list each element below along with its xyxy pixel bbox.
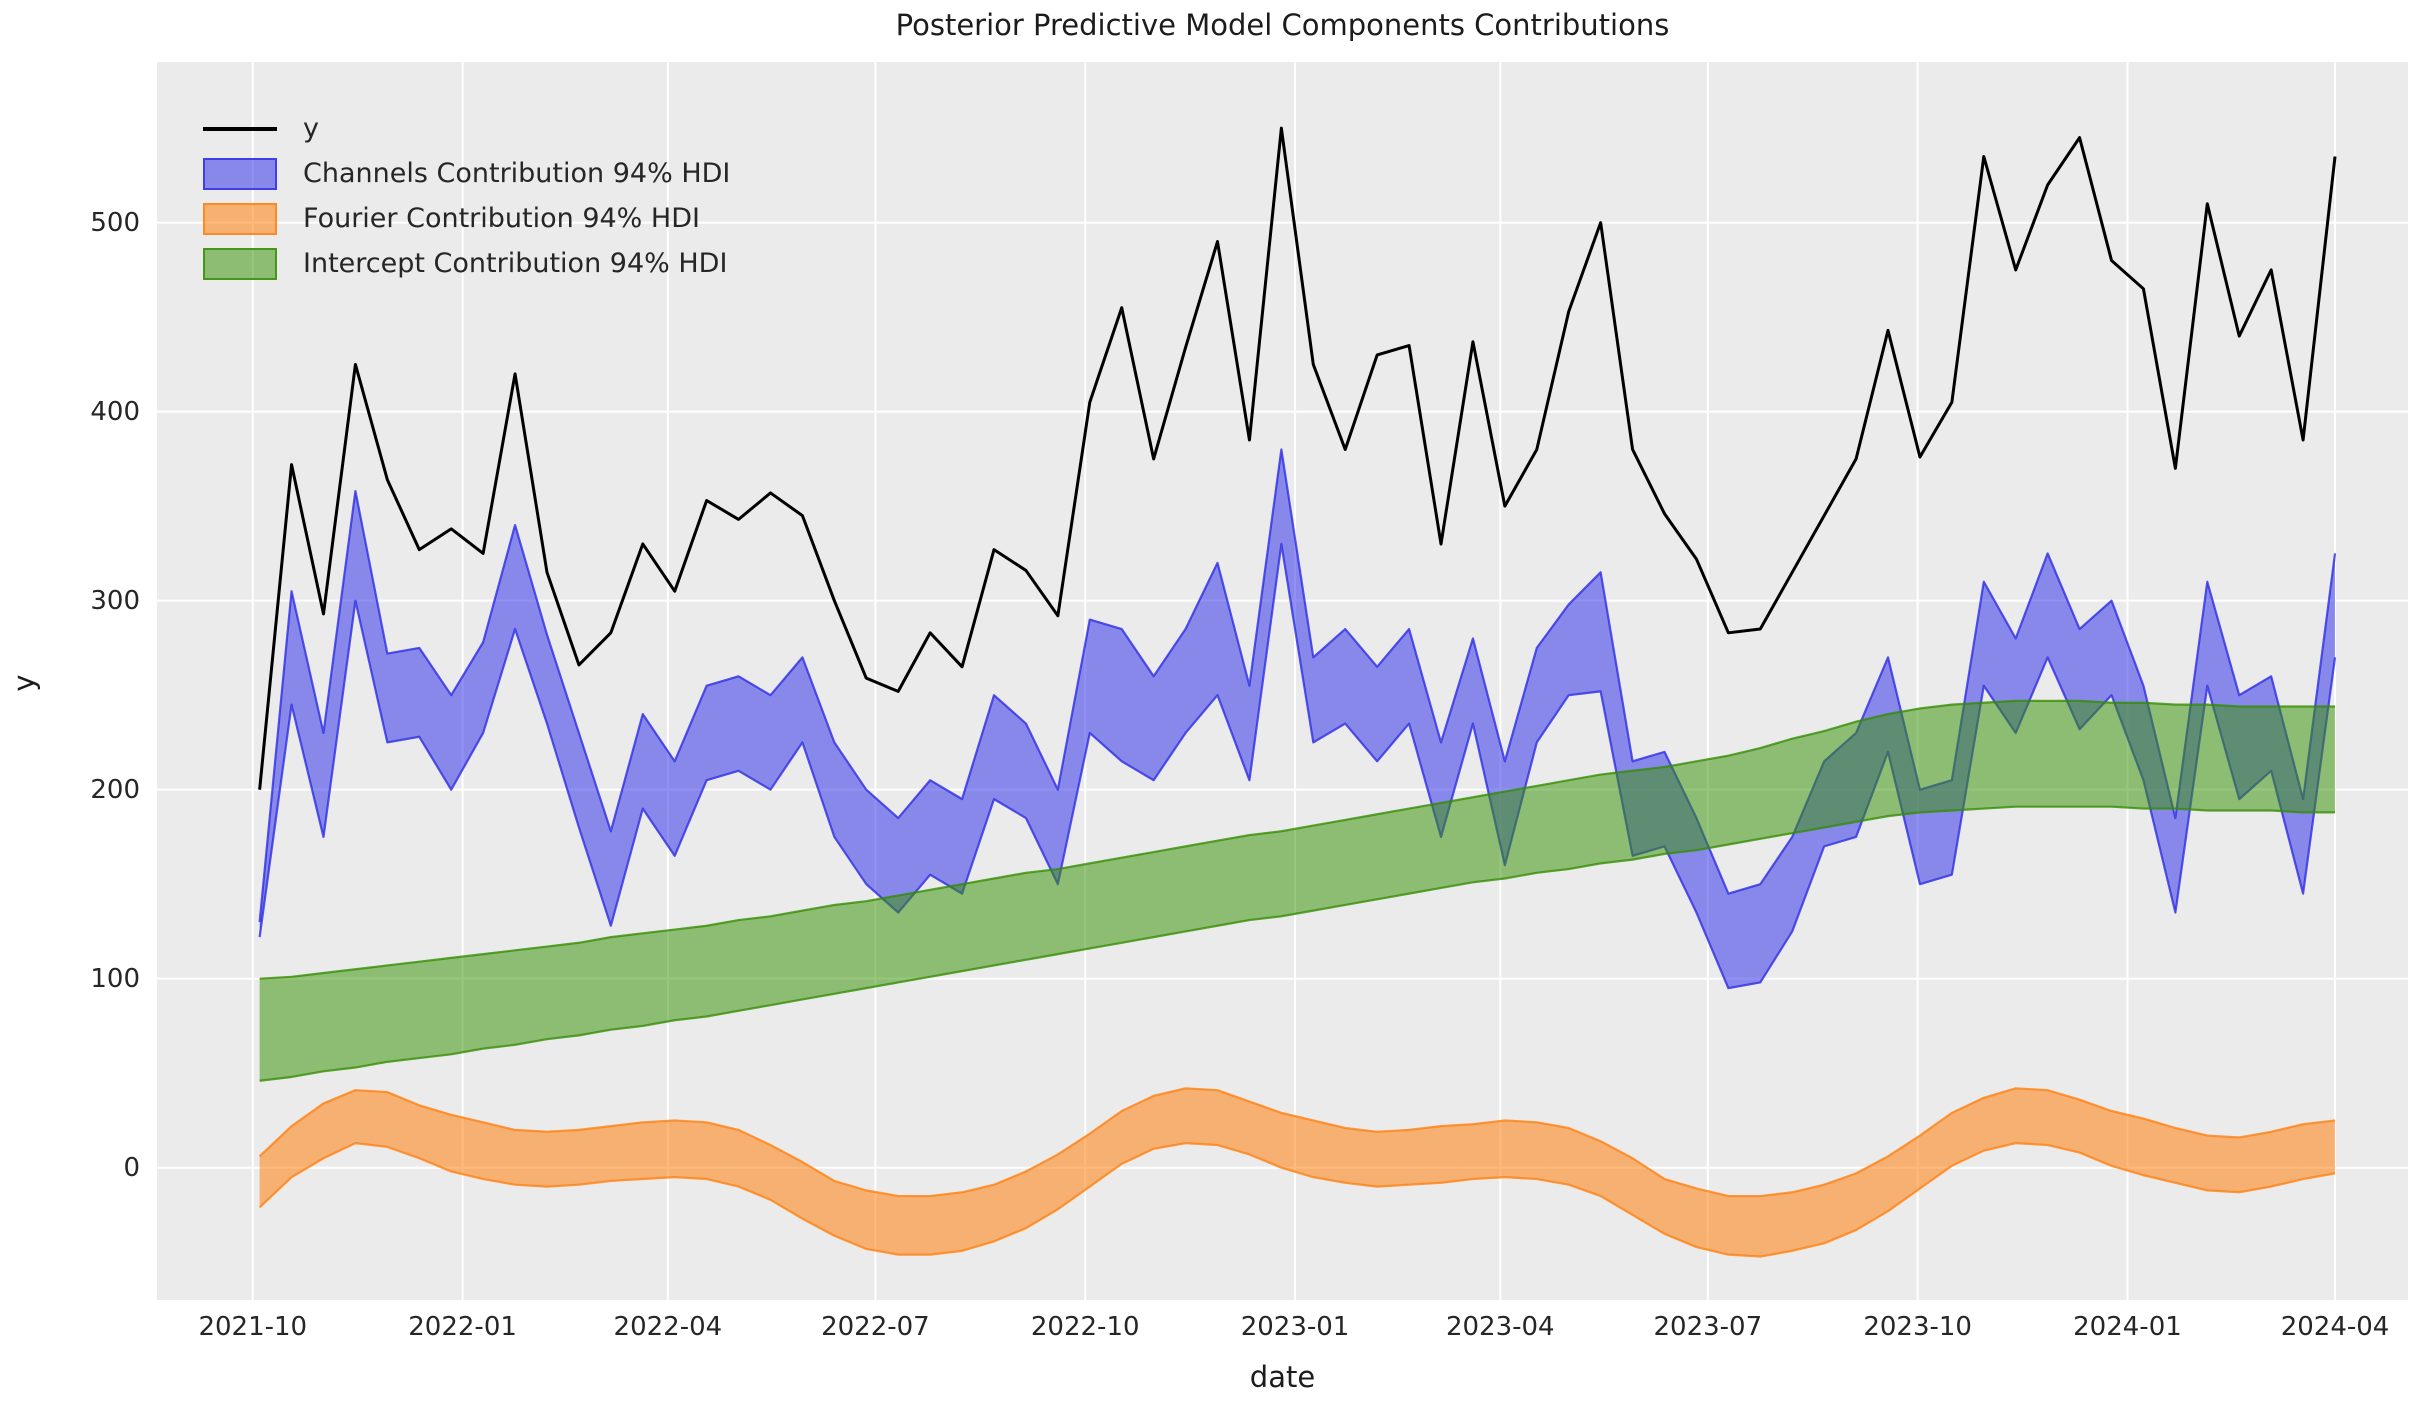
channels-patch-swatch: [203, 157, 277, 190]
x-tick-label: 2023-07: [1653, 1312, 1763, 1342]
x-tick-label: 2024-01: [2073, 1312, 2182, 1342]
x-tick-label: 2023-04: [1445, 1312, 1555, 1342]
y-tick-label: 200: [90, 774, 140, 805]
y-tick-label: 300: [90, 585, 140, 616]
legend-row-channels: Channels Contribution 94% HDI: [203, 151, 730, 196]
x-tick-label: 2023-01: [1240, 1312, 1350, 1342]
x-tick-label: 2023-10: [1863, 1312, 1972, 1342]
y-tick-label: 0: [123, 1152, 140, 1183]
x-tick-label: 2024-04: [2280, 1312, 2390, 1342]
legend-label-fourier: Fourier Contribution 94% HDI: [303, 203, 700, 234]
legend: y Channels Contribution 94% HDI Fourier …: [203, 106, 730, 286]
intercept-band-lower-edge: [259, 805, 2336, 1082]
x-tick-label: 2022-07: [821, 1312, 930, 1342]
x-axis-label: date: [1249, 1360, 1316, 1394]
y-line-swatch: [203, 126, 277, 131]
fourier-band-upper-edge: [258, 1087, 2336, 1198]
intercept-band: [259, 700, 2336, 1081]
intercept-band-upper-edge: [259, 699, 2336, 980]
y-line: [258, 126, 2337, 790]
x-tick-label: 2022-04: [613, 1312, 723, 1342]
y-tick-label: 500: [90, 207, 140, 238]
channels-band-upper-edge: [258, 448, 2337, 923]
legend-row-y: y: [203, 106, 730, 151]
x-tick-label: 2021-10: [198, 1312, 308, 1342]
legend-label-y: y: [303, 113, 319, 144]
legend-label-channels: Channels Contribution 94% HDI: [303, 158, 731, 189]
legend-row-intercept: Intercept Contribution 94% HDI: [203, 241, 730, 286]
legend-label-intercept: Intercept Contribution 94% HDI: [303, 248, 728, 279]
channels-band: [259, 449, 2336, 989]
fourier-band-lower-edge: [258, 1142, 2336, 1258]
x-tick-label: 2022-01: [408, 1312, 517, 1342]
channels-band-lower-edge: [258, 542, 2337, 990]
x-tick-label: 2022-10: [1030, 1312, 1140, 1342]
fourier-patch-swatch: [203, 202, 277, 235]
y-tick-label: 400: [90, 396, 140, 427]
y-axis-label: y: [7, 674, 41, 692]
y-tick-label: 100: [90, 963, 140, 994]
legend-row-fourier: Fourier Contribution 94% HDI: [203, 196, 730, 241]
chart-title: Posterior Predictive Model Components Co…: [895, 8, 1670, 42]
intercept-patch-swatch: [203, 247, 277, 280]
